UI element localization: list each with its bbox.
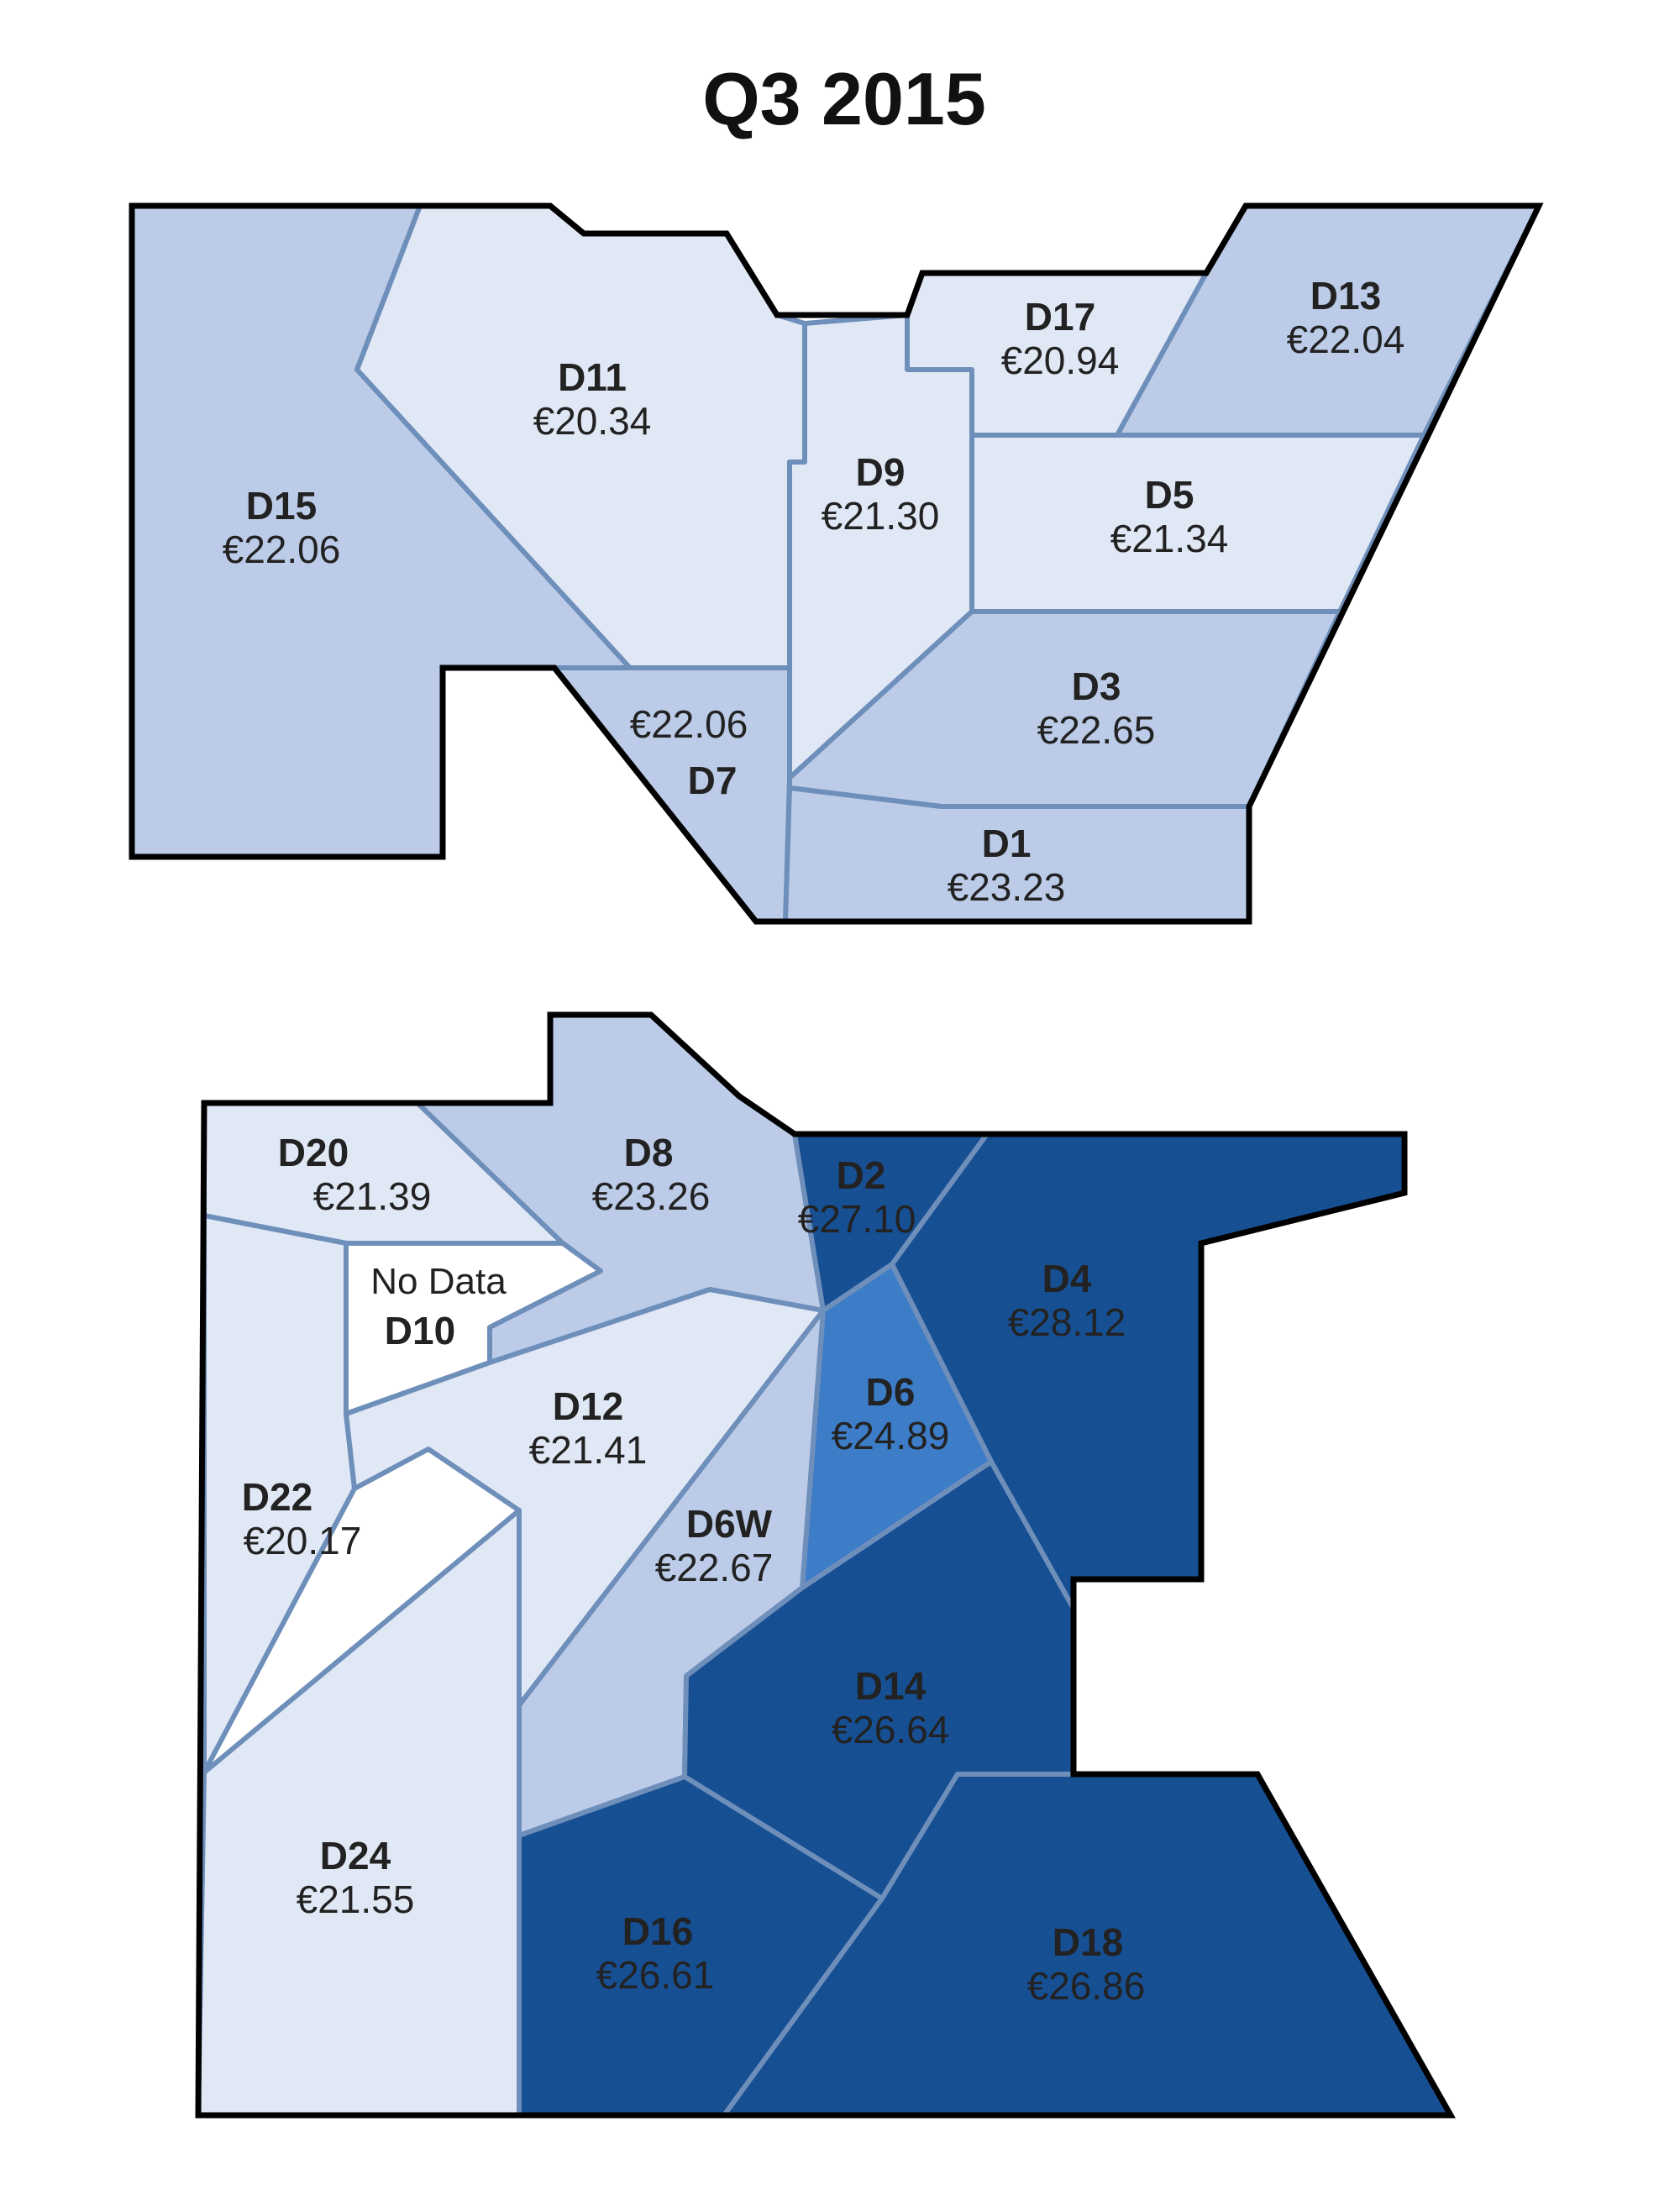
label-d20-value: €21.39 [313,1174,432,1218]
label-d14-code: D14 [855,1664,927,1708]
label-d6w-value: €22.67 [655,1546,774,1589]
label-d20-code: D20 [278,1131,349,1174]
label-d6-value: €24.89 [832,1414,950,1457]
label-d16-value: €26.61 [596,1953,715,1997]
label-d2-code: D2 [837,1153,886,1197]
label-d12-value: €21.41 [529,1428,648,1472]
label-d22-code: D22 [242,1475,312,1519]
label-d10-nodata: No Data [370,1261,507,1302]
map-title: Q3 2015 [702,57,986,140]
label-d13-value: €22.04 [1287,318,1405,361]
district-labels: D15 €22.06 D11 €20.34 €22.06 D7 D9 €21.3… [223,274,1405,2008]
label-d8-code: D8 [624,1131,674,1174]
label-d7-value: €22.06 [630,702,748,746]
label-d14-value: €26.64 [832,1708,950,1751]
label-d18-value: €26.86 [1027,1964,1146,2008]
label-d17-code: D17 [1025,295,1095,339]
label-d12-code: D12 [553,1384,623,1428]
label-d4-code: D4 [1042,1257,1092,1300]
label-d15-value: €22.06 [223,528,341,571]
label-d2-value: €27.10 [798,1197,916,1241]
label-d11-value: €20.34 [533,399,652,443]
label-d24-code: D24 [320,1834,391,1878]
label-d18-code: D18 [1053,1920,1123,1964]
label-d15-code: D15 [246,484,317,528]
label-d1-code: D1 [982,822,1032,865]
label-d11-code: D11 [558,355,627,399]
label-d17-value: €20.94 [1001,339,1120,382]
label-d10-code: D10 [385,1309,455,1352]
label-d16-code: D16 [622,1909,693,1953]
label-d7-code: D7 [688,759,738,802]
label-d3-code: D3 [1072,664,1121,708]
label-d3-value: €22.65 [1037,708,1156,752]
label-d5-code: D5 [1145,473,1194,517]
bottom-map [195,1011,1457,2119]
label-d13-code: D13 [1310,274,1381,318]
label-d1-value: €23.23 [948,865,1066,909]
label-d9-code: D9 [856,450,906,494]
label-d4-value: €28.12 [1008,1300,1126,1344]
label-d24-value: €21.55 [297,1878,415,1921]
label-d9-value: €21.30 [822,494,940,538]
label-d5-value: €21.34 [1110,517,1229,560]
label-d6w-code: D6W [686,1502,773,1546]
label-d8-value: €23.26 [592,1174,711,1218]
top-map-outline [129,202,1544,925]
top-map [129,202,1544,925]
label-d22-value: €20.17 [244,1519,362,1562]
bottom-map-outline [195,1011,1457,2119]
label-d6-code: D6 [866,1370,916,1414]
